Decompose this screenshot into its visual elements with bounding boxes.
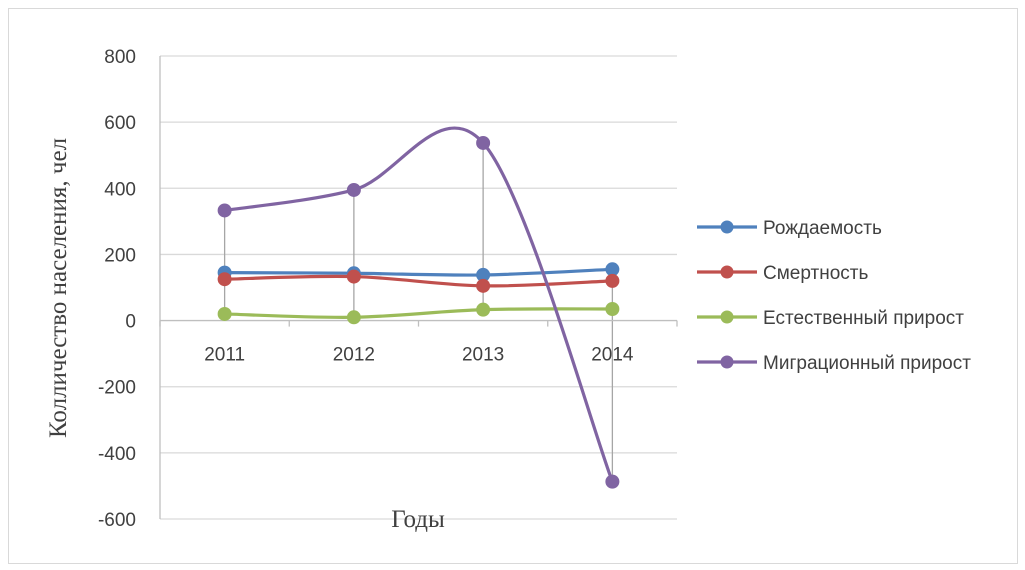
legend-entry: Естественный прирост xyxy=(697,308,964,329)
legend-swatch-marker xyxy=(720,265,734,279)
tick-labels: 800 600 400 200 0 -200 -400 -600 2011 2012 2013 201… xyxy=(98,47,634,531)
x-tick-label: 2013 xyxy=(462,345,504,366)
y-axis-title: Колличество населения, чел xyxy=(45,138,72,438)
data-point xyxy=(605,273,620,288)
x-axis-title: Годы xyxy=(391,506,445,533)
y-tick-label: 200 xyxy=(104,245,136,266)
legend-entry: Миграционный прирост xyxy=(697,353,971,374)
y-tick-label: 600 xyxy=(104,113,136,134)
legend-swatch-marker xyxy=(720,220,734,234)
data-point xyxy=(217,203,232,218)
y-tick-label: -400 xyxy=(98,444,136,465)
legend-swatch-marker xyxy=(720,310,734,324)
x-tick-label: 2012 xyxy=(333,345,375,366)
legend-label: Смертность xyxy=(763,263,868,284)
data-point xyxy=(476,278,491,293)
y-tick-label: 800 xyxy=(104,47,136,68)
legend-label: Рождаемость xyxy=(763,218,882,239)
series-2 xyxy=(217,269,620,293)
data-point xyxy=(346,269,361,284)
x-tick-label: 2014 xyxy=(591,345,634,366)
data-point xyxy=(605,262,620,277)
series-line xyxy=(224,307,613,319)
y-tick-label: -600 xyxy=(98,510,136,531)
y-tick-label: 400 xyxy=(104,179,136,200)
gridlines xyxy=(160,55,677,520)
series-line xyxy=(224,267,613,277)
series-4 xyxy=(217,126,620,489)
data-point xyxy=(476,302,491,317)
legend-label: Миграционный прирост xyxy=(763,353,971,374)
legend-entry: Рождаемость xyxy=(697,218,882,239)
legend-swatch-marker xyxy=(720,355,734,369)
series-line xyxy=(224,274,613,288)
series-line xyxy=(224,126,614,483)
data-point xyxy=(605,474,620,489)
x-tick-label: 2011 xyxy=(204,345,245,366)
legend-label: Естественный прирост xyxy=(763,308,964,329)
data-point xyxy=(605,301,620,316)
legend-entry: Смертность xyxy=(697,263,868,284)
data-point xyxy=(346,310,361,325)
y-tick-label: -200 xyxy=(98,378,136,399)
data-point xyxy=(346,182,361,197)
series-layer xyxy=(217,126,620,489)
legend: Рождаемость Смертность Естественный прирос… xyxy=(697,218,971,374)
axes xyxy=(159,56,678,519)
y-tick-label: 0 xyxy=(125,312,136,333)
data-point xyxy=(217,272,232,287)
data-point xyxy=(217,306,232,321)
data-point xyxy=(476,135,491,150)
